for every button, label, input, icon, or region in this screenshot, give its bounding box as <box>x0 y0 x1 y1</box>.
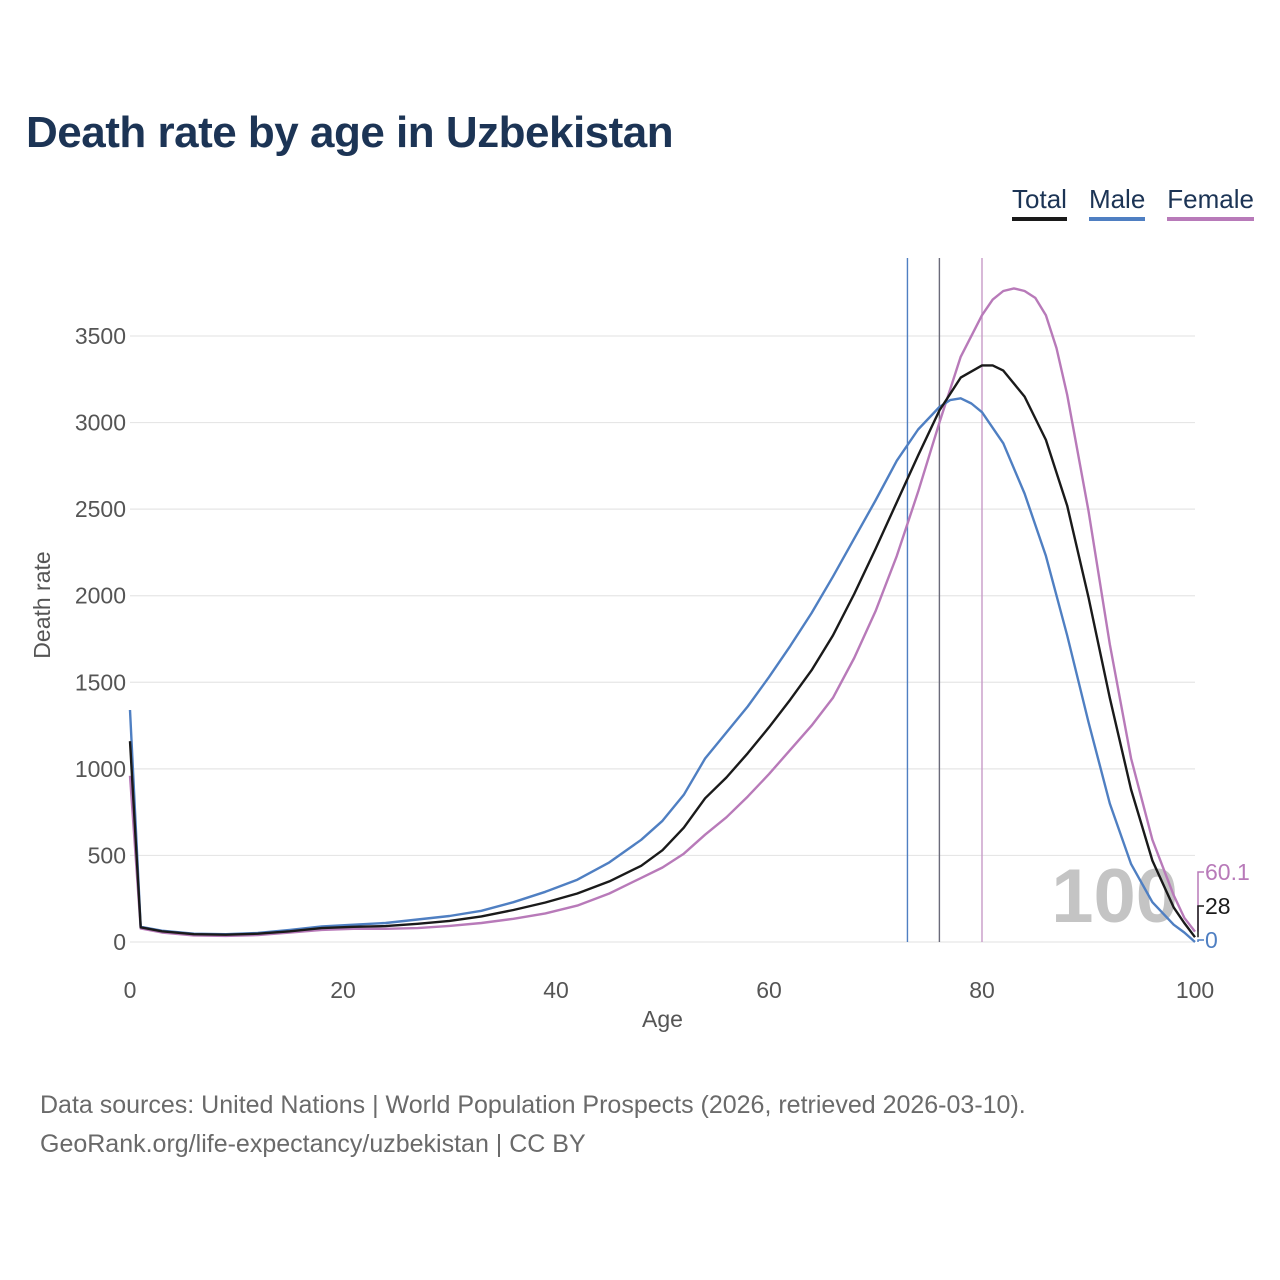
y-tick-label: 500 <box>88 842 126 868</box>
y-tick-label: 0 <box>113 929 126 955</box>
series-line-total[interactable] <box>128 364 1196 938</box>
legend-female[interactable]: Female <box>1167 184 1254 221</box>
data-source-text: Data sources: United Nations | World Pop… <box>40 1091 1026 1119</box>
series-line-female[interactable] <box>128 287 1196 938</box>
series-line-male[interactable] <box>128 397 1196 943</box>
y-tick-label: 3000 <box>75 410 126 436</box>
end-label-total: 28 <box>1205 893 1231 919</box>
footer: Data sources: United Nations | World Pop… <box>40 1086 1026 1164</box>
legend-total[interactable]: Total <box>1012 184 1067 221</box>
end-label-male: 0 <box>1205 927 1218 953</box>
end-label-bracket-female <box>1197 871 1204 932</box>
end-label-bracket-male <box>1197 939 1204 942</box>
y-tick-label: 1000 <box>75 756 126 782</box>
y-axis-title: Death rate <box>29 551 55 658</box>
y-tick-label: 2500 <box>75 496 126 522</box>
x-tick-label: 60 <box>756 977 782 1003</box>
x-tick-label: 80 <box>969 977 995 1003</box>
x-tick-label: 20 <box>330 977 356 1003</box>
chart-title: Death rate by age in Uzbekistan <box>26 108 674 157</box>
highlight-age-label: 100 <box>1051 854 1178 939</box>
x-tick-label: 40 <box>543 977 569 1003</box>
legend: Total Male Female <box>1012 184 1254 221</box>
y-tick-label: 3500 <box>75 323 126 349</box>
legend-male[interactable]: Male <box>1088 184 1146 221</box>
x-axis-title: Age <box>642 1006 683 1032</box>
attribution-text[interactable]: GeoRank.org/life-expectancy/uzbekistan |… <box>40 1130 586 1158</box>
end-label-bracket-total <box>1197 905 1204 938</box>
end-label-female: 60.1 <box>1205 859 1250 885</box>
y-tick-label: 1500 <box>75 669 126 695</box>
x-tick-label: 0 <box>124 977 137 1003</box>
y-tick-label: 2000 <box>75 583 126 609</box>
x-tick-label: 100 <box>1176 977 1214 1003</box>
